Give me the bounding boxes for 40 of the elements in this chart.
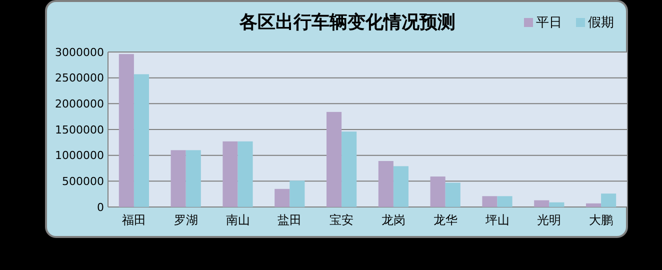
x-tick-label: 龙岗	[381, 213, 406, 227]
y-tick-label: 3000000	[55, 46, 104, 59]
y-tick-label: 2500000	[55, 72, 104, 85]
bar	[342, 132, 357, 207]
bar	[378, 161, 394, 207]
x-tick-label: 罗湖	[174, 213, 198, 227]
legend-label: 平日	[536, 16, 562, 31]
chart-title: 各区出行车辆变化情况预测	[238, 12, 456, 33]
x-tick-label: 福田	[122, 213, 146, 227]
x-tick-label: 南山	[226, 213, 250, 227]
x-tick-label: 盐田	[278, 213, 302, 227]
bar	[326, 112, 342, 207]
x-tick-label: 光明	[537, 213, 562, 227]
y-tick-label: 1500000	[55, 123, 104, 136]
bar	[222, 141, 238, 207]
bar	[482, 196, 498, 207]
bar	[186, 150, 201, 207]
bar	[170, 150, 186, 207]
bar	[430, 176, 446, 207]
bar	[238, 141, 253, 207]
bar	[393, 166, 408, 207]
bar	[497, 196, 512, 207]
bar	[274, 188, 290, 207]
x-tick-label: 坪山	[484, 213, 510, 227]
x-tick-label: 宝安	[330, 213, 354, 227]
x-tick-label: 龙华	[433, 213, 458, 227]
y-tick-label: 1000000	[55, 149, 104, 162]
legend-label: 假期	[588, 16, 614, 31]
bar	[118, 54, 134, 207]
bar	[290, 180, 305, 207]
bar	[549, 202, 564, 207]
bar	[601, 194, 616, 207]
bar	[445, 182, 460, 207]
bar	[534, 200, 550, 207]
x-tick-label: 大鹏	[589, 213, 614, 227]
y-tick-label: 0	[97, 200, 104, 214]
bar	[134, 74, 149, 207]
bar	[586, 203, 602, 207]
y-tick-label: 500000	[62, 175, 104, 188]
y-tick-label: 2000000	[55, 98, 104, 111]
